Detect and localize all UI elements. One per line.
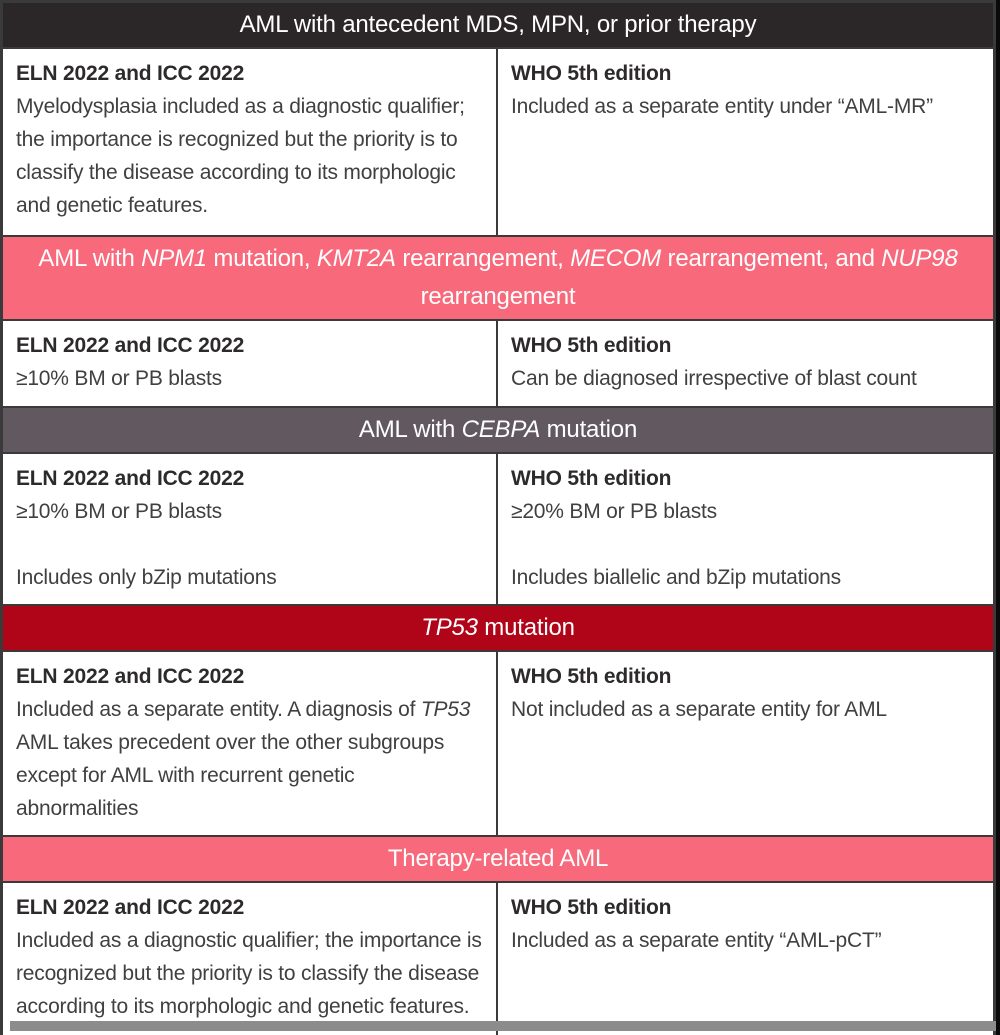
section-body: ELN 2022 and ICC 2022 ≥10% BM or PB blas… <box>3 319 993 408</box>
eln-icc-text: ≥10% BM or PB blasts <box>16 362 482 395</box>
eln-icc-heading: ELN 2022 and ICC 2022 <box>16 62 245 85</box>
section-header-antecedent-mds-mpn-prior-therapy: AML with antecedent MDS, MPN, or prior t… <box>3 3 993 47</box>
who-cell: WHO 5th edition Included as a separate e… <box>498 49 993 235</box>
section-title: Therapy-related AML <box>387 845 609 872</box>
cell-text: ≥20% BM or PB blasts <box>511 500 717 523</box>
eln-icc-heading: ELN 2022 and ICC 2022 <box>16 896 245 919</box>
cell-text: Myelodysplasia included as a diagnostic … <box>16 95 465 217</box>
eln-icc-heading: ELN 2022 and ICC 2022 <box>16 334 245 357</box>
eln-icc-cell: ELN 2022 and ICC 2022 Included as a diag… <box>3 883 498 1035</box>
section-body: ELN 2022 and ICC 2022 Myelodysplasia inc… <box>3 47 993 237</box>
section-title: AML with antecedent MDS, MPN, or prior t… <box>239 11 757 38</box>
eln-icc-heading: ELN 2022 and ICC 2022 <box>16 665 245 688</box>
who-cell: WHO 5th edition Included as a separate e… <box>498 883 993 1035</box>
eln-icc-cell: ELN 2022 and ICC 2022 ≥10% BM or PB blas… <box>3 454 498 604</box>
who-heading: WHO 5th edition <box>511 665 672 688</box>
section-body: ELN 2022 and ICC 2022 Included as a diag… <box>3 881 993 1035</box>
table-section: AML with antecedent MDS, MPN, or prior t… <box>3 3 993 237</box>
who-heading: WHO 5th edition <box>511 896 672 919</box>
who-text: Included as a separate entity under “AML… <box>511 90 979 123</box>
eln-icc-text: Included as a separate entity. A diagnos… <box>16 693 482 825</box>
cell-text: Can be diagnosed irrespective of blast c… <box>511 367 917 390</box>
eln-icc-text: ≥10% BM or PB blasts Includes only bZip m… <box>16 495 482 594</box>
cell-text: ≥10% BM or PB blasts <box>16 367 222 390</box>
section-title: TP53 mutation <box>421 614 575 641</box>
section-title: AML with NPM1 mutation, KMT2A rearrangem… <box>38 245 958 310</box>
who-heading: WHO 5th edition <box>511 62 672 85</box>
eln-icc-cell: ELN 2022 and ICC 2022 Myelodysplasia inc… <box>3 49 498 235</box>
drop-shadow <box>10 1021 996 1031</box>
section-header-npm1-kmt2a-mecom-nup98: AML with NPM1 mutation, KMT2A rearrangem… <box>3 237 993 319</box>
table-section: Therapy-related AML ELN 2022 and ICC 202… <box>3 837 993 1035</box>
eln-icc-text: Included as a diagnostic qualifier; the … <box>16 924 482 1023</box>
who-cell: WHO 5th edition Can be diagnosed irrespe… <box>498 321 993 406</box>
who-cell: WHO 5th edition Not included as a separa… <box>498 652 993 835</box>
section-header-tp53-mutation: TP53 mutation <box>3 606 993 650</box>
section-body: ELN 2022 and ICC 2022 ≥10% BM or PB blas… <box>3 452 993 606</box>
table-section: AML with NPM1 mutation, KMT2A rearrangem… <box>3 237 993 408</box>
who-text: Not included as a separate entity for AM… <box>511 693 979 726</box>
who-heading: WHO 5th edition <box>511 334 672 357</box>
who-text: Included as a separate entity “AML-pCT” <box>511 924 979 957</box>
cell-text: Includes only bZip mutations <box>16 566 277 589</box>
cell-text: Included as a separate entity under “AML… <box>511 95 933 118</box>
cell-text: Not included as a separate entity for AM… <box>511 698 887 721</box>
who-text: Can be diagnosed irrespective of blast c… <box>511 362 979 395</box>
eln-icc-heading: ELN 2022 and ICC 2022 <box>16 467 245 490</box>
section-header-cebpa-mutation: AML with CEBPA mutation <box>3 408 993 452</box>
section-title: AML with CEBPA mutation <box>358 416 638 443</box>
cell-text: Included as a diagnostic qualifier; the … <box>16 929 482 1018</box>
section-header-therapy-related-aml: Therapy-related AML <box>3 837 993 881</box>
cell-text: Included as a separate entity “AML-pCT” <box>511 929 882 952</box>
who-heading: WHO 5th edition <box>511 467 672 490</box>
table-section: TP53 mutation ELN 2022 and ICC 2022 Incl… <box>3 606 993 837</box>
cell-text: Includes biallelic and bZip mutations <box>511 566 841 589</box>
section-body: ELN 2022 and ICC 2022 Included as a sepa… <box>3 650 993 837</box>
eln-icc-cell: ELN 2022 and ICC 2022 ≥10% BM or PB blas… <box>3 321 498 406</box>
eln-icc-cell: ELN 2022 and ICC 2022 Included as a sepa… <box>3 652 498 835</box>
cell-text: Included as a separate entity. A diagnos… <box>16 698 471 820</box>
cell-text: ≥10% BM or PB blasts <box>16 500 222 523</box>
who-text: ≥20% BM or PB blasts Includes biallelic a… <box>511 495 979 594</box>
who-cell: WHO 5th edition ≥20% BM or PB blasts Incl… <box>498 454 993 604</box>
eln-icc-text: Myelodysplasia included as a diagnostic … <box>16 90 482 222</box>
table-section: AML with CEBPA mutation ELN 2022 and ICC… <box>3 408 993 606</box>
